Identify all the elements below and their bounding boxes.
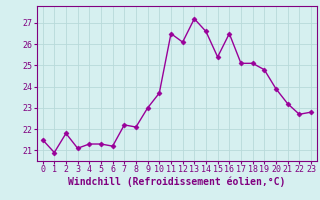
X-axis label: Windchill (Refroidissement éolien,°C): Windchill (Refroidissement éolien,°C) [68, 177, 285, 187]
